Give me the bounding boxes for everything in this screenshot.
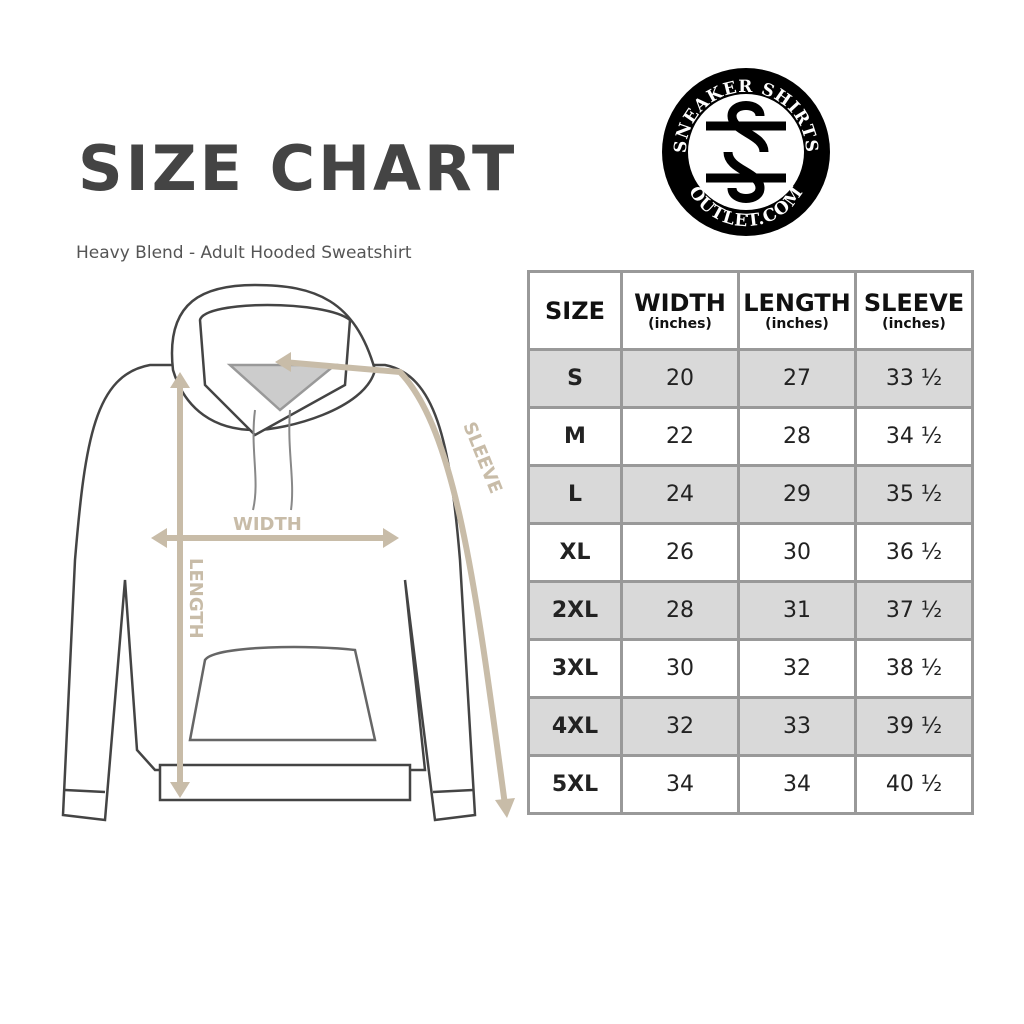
cell-size: XL	[527, 522, 623, 583]
cell-length: 28	[737, 406, 857, 467]
cell-size: 4XL	[527, 696, 623, 757]
column-header-size: SIZE	[527, 270, 623, 351]
cell-length: 30	[737, 522, 857, 583]
hoodie-diagram: WIDTH LENGTH SLEEVE	[61, 283, 515, 822]
page-title: SIZE CHART	[78, 132, 518, 205]
column-header-length: LENGTH (inches)	[737, 270, 857, 351]
size-table: SIZE WIDTH (inches) LENGTH (inches) SLEEVE…	[527, 270, 974, 815]
cell-sleeve: 35 ½	[854, 464, 974, 525]
cell-sleeve: 37 ½	[854, 580, 974, 641]
table-row: 3XL 30 32 38 ½	[527, 638, 974, 699]
cell-width: 28	[620, 580, 740, 641]
cell-length: 34	[737, 754, 857, 815]
cell-length: 31	[737, 580, 857, 641]
length-label: LENGTH	[185, 558, 206, 639]
column-header-width: WIDTH (inches)	[620, 270, 740, 351]
cell-sleeve: 33 ½	[854, 348, 974, 409]
table-row: 2XL 28 31 37 ½	[527, 580, 974, 641]
cell-width: 24	[620, 464, 740, 525]
cell-length: 29	[737, 464, 857, 525]
product-subtitle: Heavy Blend - Adult Hooded Sweatshirt	[76, 243, 412, 263]
table-row: L 24 29 35 ½	[527, 464, 974, 525]
table-header-row: SIZE WIDTH (inches) LENGTH (inches) SLEEVE…	[527, 270, 974, 351]
cell-sleeve: 40 ½	[854, 754, 974, 815]
brand-logo: SNEAKER SHIRTS OUTLET.COM	[662, 68, 830, 236]
table-row: 5XL 34 34 40 ½	[527, 754, 974, 815]
cell-width: 20	[620, 348, 740, 409]
cell-size: M	[527, 406, 623, 467]
cell-sleeve: 36 ½	[854, 522, 974, 583]
cell-sleeve: 34 ½	[854, 406, 974, 467]
cell-sleeve: 38 ½	[854, 638, 974, 699]
cell-size: 3XL	[527, 638, 623, 699]
column-header-sleeve: SLEEVE (inches)	[854, 270, 974, 351]
table-row: 4XL 32 33 39 ½	[527, 696, 974, 757]
cell-length: 32	[737, 638, 857, 699]
cell-sleeve: 39 ½	[854, 696, 974, 757]
cell-width: 30	[620, 638, 740, 699]
table-row: S 20 27 33 ½	[527, 348, 974, 409]
cell-width: 34	[620, 754, 740, 815]
cell-size: 5XL	[527, 754, 623, 815]
cell-length: 33	[737, 696, 857, 757]
cell-size: S	[527, 348, 623, 409]
sleeve-label: SLEEVE	[458, 419, 506, 497]
table-row: M 22 28 34 ½	[527, 406, 974, 467]
cell-width: 26	[620, 522, 740, 583]
cell-size: L	[527, 464, 623, 525]
cell-size: 2XL	[527, 580, 623, 641]
width-label: WIDTH	[233, 514, 302, 535]
cell-length: 27	[737, 348, 857, 409]
table-row: XL 26 30 36 ½	[527, 522, 974, 583]
cell-width: 32	[620, 696, 740, 757]
cell-width: 22	[620, 406, 740, 467]
